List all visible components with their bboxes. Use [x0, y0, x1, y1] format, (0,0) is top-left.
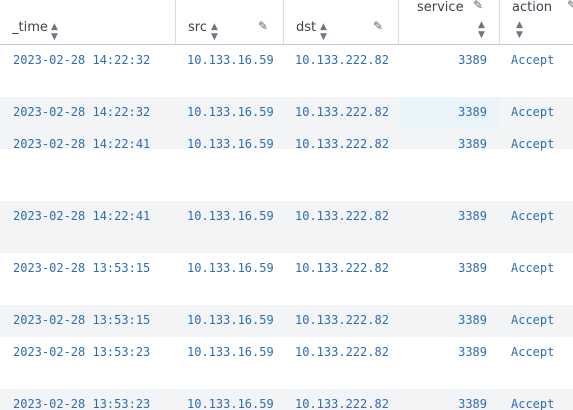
- cell-src[interactable]: 10.133.16.59: [187, 137, 274, 151]
- cell-dst[interactable]: 10.133.222.82: [295, 53, 389, 67]
- column-header-dst[interactable]: dst ▲ ▼ ✎: [284, 0, 399, 44]
- cell-service[interactable]: 3389: [458, 313, 487, 327]
- column-header-action[interactable]: action ▲ ▼ ✎: [500, 0, 573, 44]
- table-row: 2023-02-28 13:53:15 10.133.16.59 10.133.…: [0, 253, 573, 305]
- cell-dst[interactable]: 10.133.222.82: [295, 345, 389, 359]
- cell-src[interactable]: 10.133.16.59: [187, 345, 274, 359]
- cell-dst[interactable]: 10.133.222.82: [295, 209, 389, 223]
- sort-icon[interactable]: ▲ ▼: [211, 22, 218, 42]
- cell-src[interactable]: 10.133.16.59: [187, 53, 274, 67]
- cell-time[interactable]: 2023-02-28 14:22:32: [13, 105, 151, 119]
- table-row: 2023-02-28 14:22:41 10.133.16.59 10.133.…: [0, 201, 573, 253]
- column-label-action: action: [512, 0, 553, 15]
- cell-action[interactable]: Accept: [511, 137, 555, 151]
- table-row: 2023-02-28 14:22:41 10.133.16.59 10.133.…: [0, 129, 573, 201]
- cell-action[interactable]: Accept: [511, 397, 555, 410]
- cell-time[interactable]: 2023-02-28 14:22:41: [13, 137, 151, 151]
- cell-hover-highlight: [399, 97, 499, 129]
- sort-icon[interactable]: ▲ ▼: [51, 22, 58, 42]
- table-row: 2023-02-28 14:22:32 10.133.16.59 10.133.…: [0, 97, 573, 149]
- cell-time[interactable]: 2023-02-28 14:22:32: [13, 53, 151, 67]
- cell-dst[interactable]: 10.133.222.82: [295, 137, 389, 151]
- cell-time[interactable]: 2023-02-28 13:53:23: [13, 345, 151, 359]
- cell-time[interactable]: 2023-02-28 13:53:23: [13, 397, 151, 410]
- cell-time[interactable]: 2023-02-28 14:22:41: [13, 209, 151, 223]
- cell-dst[interactable]: 10.133.222.82: [295, 261, 389, 275]
- table-row: 2023-02-28 13:53:15 10.133.16.59 10.133.…: [0, 305, 573, 337]
- cell-service[interactable]: 3389: [458, 137, 487, 151]
- table-row: 2023-02-28 13:53:23 10.133.16.59 10.133.…: [0, 337, 573, 389]
- cell-service[interactable]: 3389: [458, 397, 487, 410]
- cell-service[interactable]: 3389: [458, 53, 487, 67]
- cell-dst[interactable]: 10.133.222.82: [295, 313, 389, 327]
- cell-src[interactable]: 10.133.16.59: [187, 313, 274, 327]
- sort-icon[interactable]: ▲ ▼: [320, 22, 327, 42]
- column-label-dst: dst: [296, 20, 317, 35]
- cell-service[interactable]: 3389: [458, 345, 487, 359]
- table-row: 2023-02-28 13:53:23 10.133.16.59 10.133.…: [0, 389, 573, 410]
- cell-service[interactable]: 3389: [458, 261, 487, 275]
- cell-time[interactable]: 2023-02-28 13:53:15: [13, 261, 151, 275]
- cell-action[interactable]: Accept: [511, 345, 555, 359]
- cell-action[interactable]: Accept: [511, 209, 555, 223]
- table-row: 2023-02-28 14:22:32 10.133.16.59 10.133.…: [0, 45, 573, 97]
- pencil-icon[interactable]: ✎: [258, 19, 269, 33]
- column-label-time: _time: [12, 20, 48, 35]
- column-header-service[interactable]: service ✎ ▲ ▼: [399, 0, 500, 44]
- sort-icon[interactable]: ▲ ▼: [478, 20, 485, 40]
- cell-dst[interactable]: 10.133.222.82: [295, 397, 389, 410]
- pencil-icon[interactable]: ✎: [373, 19, 384, 33]
- cell-src[interactable]: 10.133.16.59: [187, 261, 274, 275]
- cell-action[interactable]: Accept: [511, 53, 555, 67]
- column-header-src[interactable]: src ▲ ▼ ✎: [176, 0, 284, 44]
- cell-dst[interactable]: 10.133.222.82: [295, 105, 389, 119]
- cell-src[interactable]: 10.133.16.59: [187, 397, 274, 410]
- sort-icon[interactable]: ▲ ▼: [516, 20, 523, 40]
- cell-service[interactable]: 3389: [458, 209, 487, 223]
- cell-src[interactable]: 10.133.16.59: [187, 105, 274, 119]
- cell-time[interactable]: 2023-02-28 13:53:15: [13, 313, 151, 327]
- cell-action[interactable]: Accept: [511, 105, 555, 119]
- cell-action[interactable]: Accept: [511, 261, 555, 275]
- pencil-icon[interactable]: ✎: [567, 0, 573, 12]
- table-header: _time ▲ ▼ src ▲ ▼ ✎ dst ▲ ▼ ✎ service ✎ ▲ ▼ …: [0, 0, 573, 45]
- column-label-service: service: [417, 0, 464, 15]
- pencil-icon[interactable]: ✎: [473, 0, 484, 12]
- cell-action[interactable]: Accept: [511, 313, 555, 327]
- column-header-time[interactable]: _time ▲ ▼: [0, 0, 176, 44]
- column-label-src: src: [188, 20, 207, 35]
- cell-service[interactable]: 3389: [458, 105, 487, 119]
- cell-src[interactable]: 10.133.16.59: [187, 209, 274, 223]
